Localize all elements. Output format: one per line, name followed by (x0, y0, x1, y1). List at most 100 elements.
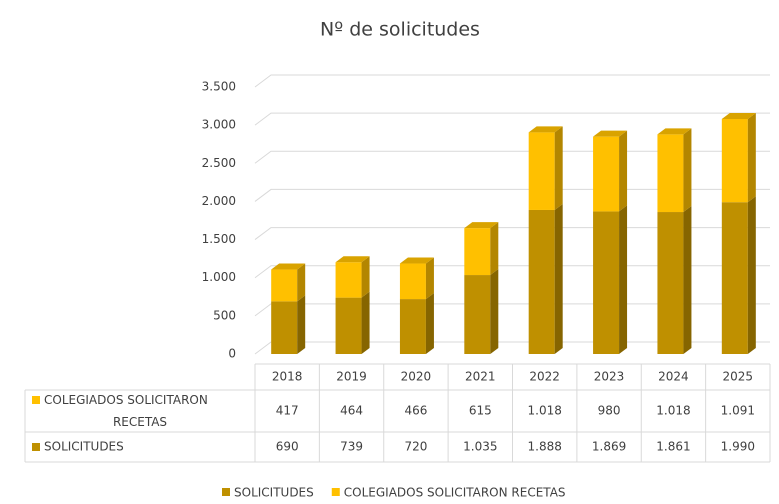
grid-line (254, 265, 770, 279)
bar-top (593, 130, 628, 137)
data-label: 1.888 (528, 440, 562, 454)
bar-top (464, 222, 499, 229)
x-tick-label: 2023 (594, 370, 625, 384)
data-label: 1.861 (656, 440, 690, 454)
bar-side (554, 126, 563, 210)
table-row-label-line: RECETAS (113, 415, 167, 429)
bar-segment (271, 263, 306, 302)
data-label: 1.869 (592, 440, 626, 454)
bar-side (747, 196, 756, 354)
bar-front (271, 301, 298, 354)
bar-segment (721, 196, 756, 354)
x-tick-label: 2018 (272, 370, 303, 384)
table-legend-key (32, 443, 40, 451)
grid-line (254, 227, 770, 240)
bar-front (399, 299, 426, 354)
data-label: 980 (598, 404, 621, 418)
bar-side (361, 256, 370, 298)
bar-front (464, 228, 491, 276)
y-tick-label: 1.500 (202, 232, 236, 246)
bar-side (619, 205, 628, 354)
legend-label: SOLICITUDES (234, 486, 314, 500)
bar-side (425, 257, 434, 300)
legend-key (222, 488, 230, 496)
data-label: 1.018 (656, 404, 690, 418)
bar-top (721, 112, 756, 119)
bar-segment (657, 128, 692, 213)
bar-side (425, 293, 434, 354)
bar-top (528, 126, 563, 133)
bar-front (399, 263, 426, 300)
bar-segment (335, 291, 370, 354)
y-tick-label: 2.000 (202, 194, 236, 208)
data-label: 466 (404, 404, 427, 418)
bar-front (528, 209, 555, 354)
data-label: 720 (404, 440, 427, 454)
bar-front (593, 211, 620, 354)
bar-segment (271, 295, 306, 354)
data-label: 1.035 (463, 440, 497, 454)
bar-side (683, 206, 692, 354)
bar-segment (464, 269, 499, 354)
table-row-label-line: COLEGIADOS SOLICITARON (44, 393, 208, 407)
bar-side (297, 263, 306, 302)
legend-label: COLEGIADOS SOLICITARON RECETAS (344, 486, 566, 500)
data-label: 690 (276, 440, 299, 454)
bar-segment (399, 257, 434, 300)
legend-key (331, 488, 340, 496)
x-tick-label: 2019 (336, 370, 367, 384)
bar-front (721, 118, 748, 203)
bar-segment (528, 203, 563, 354)
bar-front (271, 269, 298, 302)
bar-segment (399, 293, 434, 354)
x-tick-label: 2022 (529, 370, 560, 384)
bar-side (619, 130, 628, 212)
grid-line (254, 188, 770, 202)
y-tick-label: 1.000 (202, 270, 236, 284)
bar-front (335, 262, 362, 298)
grid-line (254, 74, 770, 88)
x-tick-label: 2021 (465, 370, 496, 384)
bar-segment (593, 130, 628, 212)
y-tick-label: 0 (228, 347, 236, 361)
y-tick-label: 3.000 (202, 118, 236, 132)
data-label: 739 (340, 440, 363, 454)
data-label: 1.990 (721, 440, 755, 454)
bar-segment (528, 126, 563, 210)
bar-segment (721, 112, 756, 203)
bar-top (335, 256, 370, 263)
chart-title: Nº de solicitudes (320, 19, 480, 41)
bar-top (271, 263, 306, 270)
bar-side (490, 222, 499, 276)
bar-top (399, 257, 434, 264)
bar-side (554, 203, 563, 354)
grid-line (254, 150, 770, 164)
bar-front (593, 136, 620, 212)
grid-line (254, 112, 770, 126)
data-label: 464 (340, 404, 363, 418)
bar-front (721, 202, 748, 354)
y-tick-label: 3.500 (202, 80, 236, 94)
bar-front (657, 134, 684, 213)
bar-side (683, 128, 692, 213)
table-row-label: COLEGIADOS SOLICITARON RECETAS (44, 393, 208, 429)
data-label: 1.018 (528, 404, 562, 418)
bar-front (335, 297, 362, 354)
bar-top (657, 128, 692, 135)
table-row-label: SOLICITUDES (44, 440, 124, 454)
bar-segment (657, 206, 692, 354)
data-label: 615 (469, 404, 492, 418)
y-tick-label: 2.500 (202, 156, 236, 170)
bar-segment (593, 205, 628, 354)
data-label: 1.091 (721, 404, 755, 418)
bar-side (297, 295, 306, 354)
x-tick-label: 2020 (401, 370, 432, 384)
bar-front (464, 275, 491, 354)
grid-line (254, 303, 770, 317)
data-label: 417 (276, 404, 299, 418)
bar-side (490, 269, 499, 354)
bar-segment (335, 256, 370, 298)
bar-front (528, 132, 555, 210)
grid-line (254, 341, 770, 355)
x-tick-label: 2025 (723, 370, 754, 384)
